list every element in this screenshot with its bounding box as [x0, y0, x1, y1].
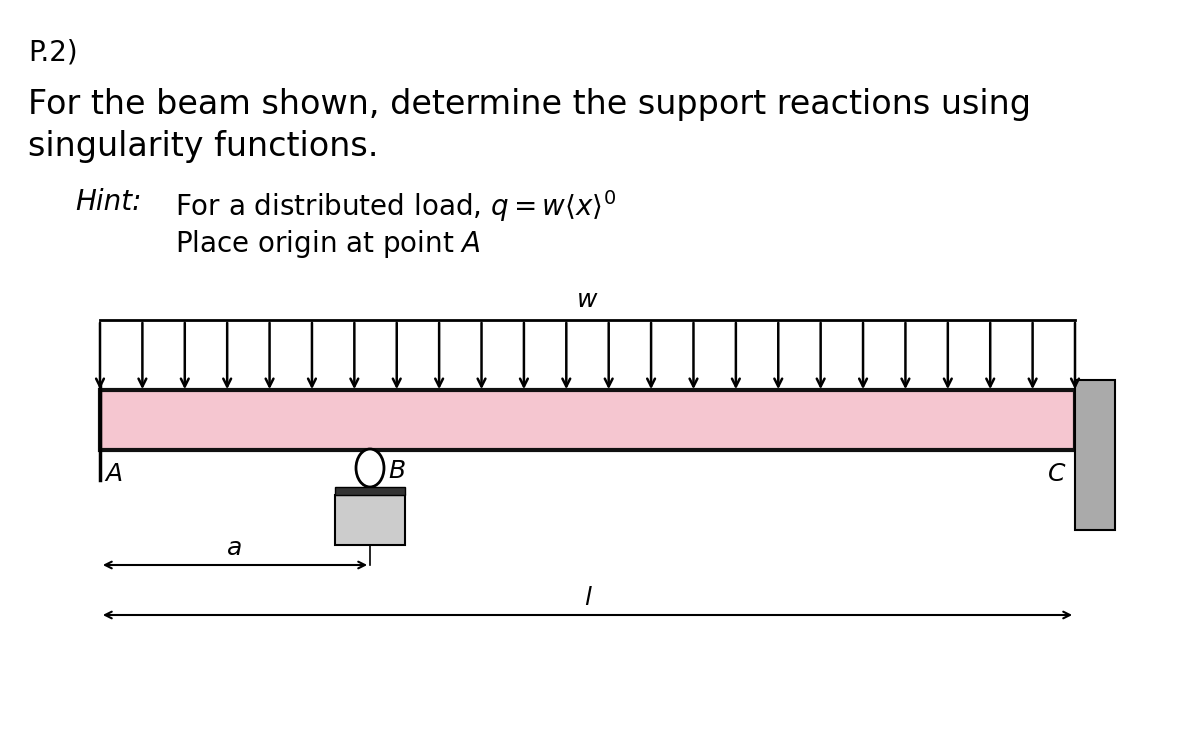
- Text: A: A: [105, 462, 122, 486]
- Bar: [100, 390, 1075, 450]
- Text: P.2): P.2): [27, 38, 78, 66]
- Text: a: a: [227, 536, 242, 560]
- Text: w: w: [577, 288, 598, 312]
- Text: B: B: [388, 458, 405, 483]
- Text: singularity functions.: singularity functions.: [27, 130, 378, 163]
- Text: For a distributed load, $q = w\langle x\rangle^0$: For a distributed load, $q = w\langle x\…: [176, 188, 616, 224]
- Bar: [336, 487, 405, 495]
- Bar: [1075, 380, 1115, 530]
- Ellipse shape: [356, 449, 384, 487]
- Text: Hint:: Hint:: [75, 188, 142, 216]
- Text: l: l: [584, 586, 591, 610]
- Text: For the beam shown, determine the support reactions using: For the beam shown, determine the suppor…: [27, 88, 1030, 121]
- Bar: [336, 495, 405, 545]
- Text: Place origin at point $A$: Place origin at point $A$: [176, 228, 481, 260]
- Text: C: C: [1047, 462, 1065, 486]
